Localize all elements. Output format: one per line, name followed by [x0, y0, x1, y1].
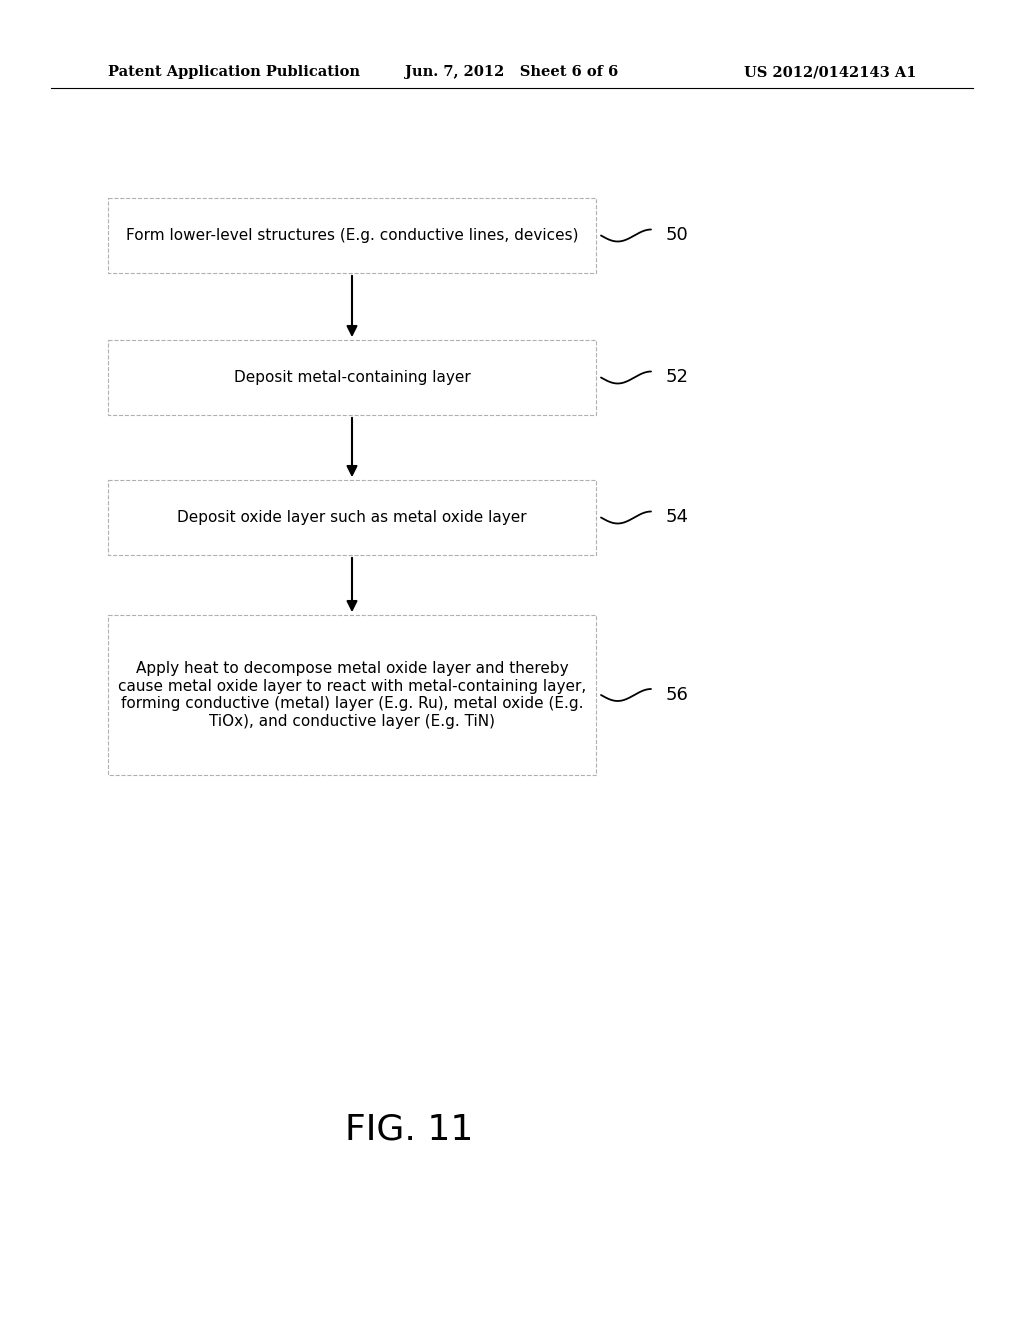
Text: Patent Application Publication: Patent Application Publication: [108, 65, 360, 79]
Text: Apply heat to decompose metal oxide layer and thereby
cause metal oxide layer to: Apply heat to decompose metal oxide laye…: [118, 661, 586, 729]
Text: FIG. 11: FIG. 11: [345, 1113, 474, 1147]
Bar: [108, 341, 596, 414]
Text: 50: 50: [666, 227, 689, 244]
Text: 52: 52: [666, 368, 689, 387]
Text: Deposit metal-containing layer: Deposit metal-containing layer: [233, 370, 470, 385]
Bar: [108, 480, 596, 554]
Text: 54: 54: [666, 508, 689, 527]
Text: Form lower-level structures (E.g. conductive lines, devices): Form lower-level structures (E.g. conduc…: [126, 228, 579, 243]
Text: 56: 56: [666, 686, 689, 704]
Bar: [108, 615, 596, 775]
Text: Jun. 7, 2012   Sheet 6 of 6: Jun. 7, 2012 Sheet 6 of 6: [406, 65, 618, 79]
Text: US 2012/0142143 A1: US 2012/0142143 A1: [743, 65, 916, 79]
Bar: [108, 198, 596, 273]
Text: Deposit oxide layer such as metal oxide layer: Deposit oxide layer such as metal oxide …: [177, 510, 526, 525]
